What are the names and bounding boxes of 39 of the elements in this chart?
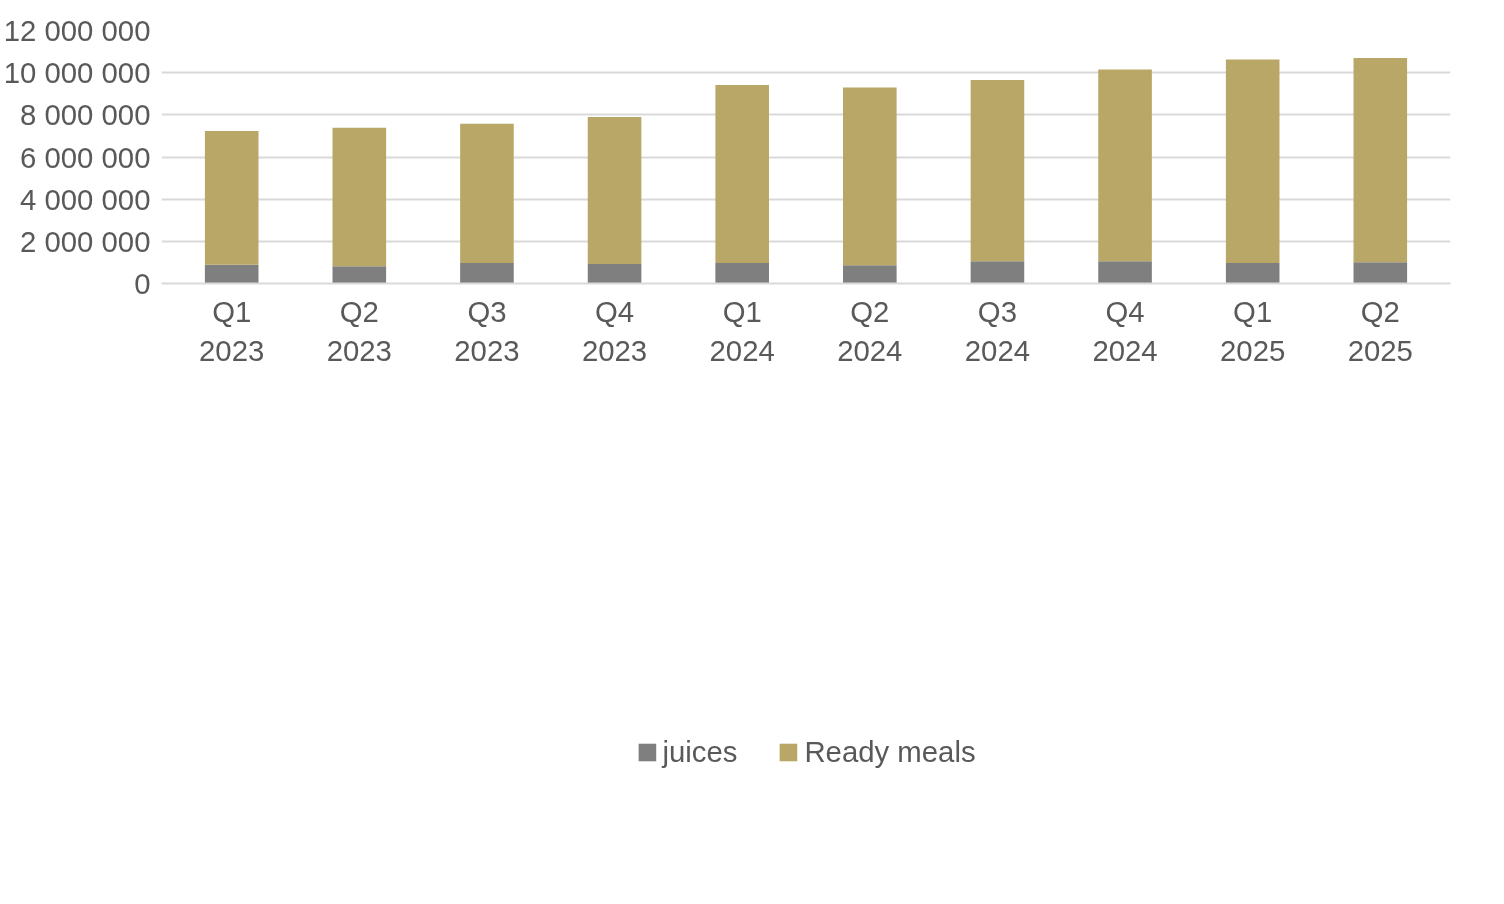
x-tick-label: Q1 2024 xyxy=(709,294,775,368)
bar xyxy=(715,263,769,284)
bar xyxy=(843,265,897,284)
bar xyxy=(587,116,642,264)
bar xyxy=(1353,262,1408,284)
bar xyxy=(587,263,642,284)
bar xyxy=(1353,57,1408,263)
bar xyxy=(970,80,1025,262)
legend-label: Ready meals xyxy=(804,734,976,769)
y-tick-label: 6 000 000 xyxy=(20,140,151,174)
x-tick-label: Q1 2025 xyxy=(1220,294,1286,368)
bar xyxy=(1225,59,1280,264)
bar xyxy=(970,261,1025,284)
bar xyxy=(1225,263,1280,284)
bar xyxy=(1098,69,1152,262)
bar xyxy=(204,131,259,265)
x-tick-label: Q3 2023 xyxy=(454,294,520,368)
y-tick-label: 2 000 000 xyxy=(20,224,151,258)
bar xyxy=(715,85,769,264)
bar xyxy=(460,263,514,284)
y-tick-label: 10 000 000 xyxy=(3,56,151,90)
bar xyxy=(460,123,514,264)
bar xyxy=(332,266,387,284)
x-tick-label: Q1 2023 xyxy=(199,294,265,368)
bar xyxy=(332,127,387,267)
bar xyxy=(1098,261,1152,284)
legend-label: juices xyxy=(662,734,738,769)
x-tick-label: Q2 2023 xyxy=(326,294,392,368)
y-tick-label: 12 000 000 xyxy=(3,14,151,47)
y-tick-label: 0 xyxy=(134,267,151,300)
x-tick-label: Q4 2023 xyxy=(581,294,648,368)
x-tick-label: Q2 2024 xyxy=(837,294,903,368)
bar xyxy=(843,87,897,266)
x-tick-label: Q3 2024 xyxy=(964,294,1031,368)
x-tick-label: Q4 2024 xyxy=(1092,294,1158,368)
bar xyxy=(204,264,259,284)
y-tick-label: 8 000 000 xyxy=(20,98,151,132)
y-tick-label: 4 000 000 xyxy=(20,182,151,216)
x-tick-label: Q2 2025 xyxy=(1347,294,1413,368)
